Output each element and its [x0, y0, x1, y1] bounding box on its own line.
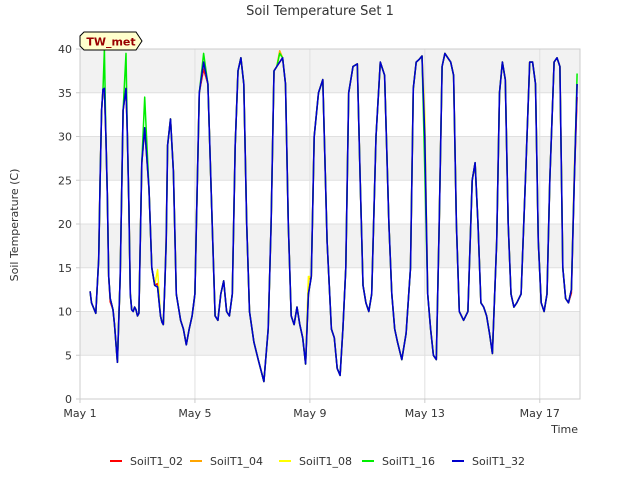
x-tick-label: May 13	[405, 407, 445, 420]
chart-title: Soil Temperature Set 1	[246, 4, 394, 19]
site-label-box: TW_met	[79, 31, 143, 51]
grid-band	[80, 136, 580, 181]
legend-item: SoilT1_02	[110, 455, 183, 468]
legend-item: SoilT1_04	[190, 455, 263, 468]
x-tick-label: May 17	[520, 407, 560, 420]
y-axis-label: Soil Temperature (C)	[8, 169, 21, 282]
legend-label: SoilT1_16	[382, 455, 435, 468]
y-tick-label: 10	[58, 306, 72, 319]
plot-frame	[79, 48, 581, 400]
site-label: TW_met	[86, 36, 135, 49]
grid-band	[80, 311, 580, 356]
legend: SoilT1_02 SoilT1_04 SoilT1_08 SoilT1_16 Soil…	[110, 455, 525, 468]
y-tick-label: 15	[58, 262, 72, 275]
grid-band	[80, 49, 580, 93]
legend-label: SoilT1_04	[210, 455, 263, 468]
series-line-soilt1-32	[89, 52, 578, 383]
grid-band	[80, 224, 580, 268]
x-tick-label: May 5	[178, 407, 211, 420]
y-tick-label: 30	[58, 131, 72, 144]
legend-label: SoilT1_02	[130, 455, 183, 468]
series-lines	[89, 48, 578, 383]
legend-label: SoilT1_08	[299, 455, 352, 468]
x-axis-label: Time	[550, 423, 578, 436]
site-label-background	[79, 31, 143, 51]
x-tick-label: May 1	[63, 407, 96, 420]
x-tick-label: May 9	[293, 407, 326, 420]
legend-label: SoilT1_32	[472, 455, 525, 468]
y-tick-label: 40	[58, 43, 72, 56]
legend-item: SoilT1_16	[362, 455, 435, 468]
y-tick-label: 25	[58, 174, 72, 187]
legend-item: SoilT1_08	[279, 455, 352, 468]
y-tick-label: 5	[65, 349, 72, 362]
axes: 0 5 10 15 20 25 30 35 40 May 1 May 5 May 9 May 13 May…	[58, 43, 581, 420]
y-tick-label: 20	[58, 218, 72, 231]
y-tick-label: 35	[58, 87, 72, 100]
legend-item: SoilT1_32	[452, 455, 525, 468]
y-tick-label: 0	[65, 393, 72, 406]
